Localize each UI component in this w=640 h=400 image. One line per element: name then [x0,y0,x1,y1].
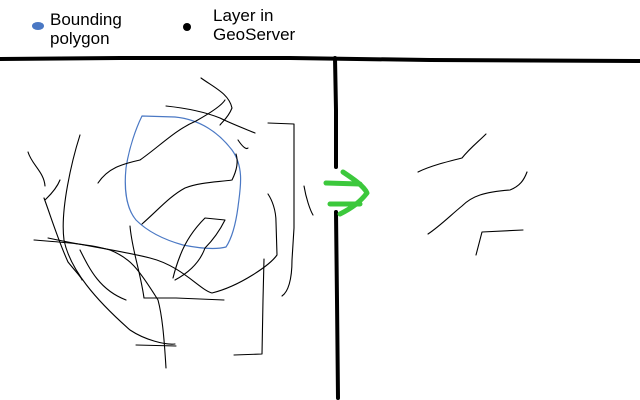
layer-line [427,171,528,235]
legend-bounding-polygon-label: Bounding polygon [50,10,122,48]
layer-line [62,134,176,345]
layer-line [267,122,295,297]
layer-line [27,151,46,187]
full-layer-lines [27,77,314,369]
layer-line [43,197,83,281]
layer-line [237,139,249,150]
layer-line [200,77,233,126]
vertical-divider-upper [333,56,338,169]
bounding-polygon-outline [124,115,242,250]
layer-line [79,249,127,301]
layer-line [303,185,314,216]
horizontal-divider [0,56,640,63]
layer-line [141,153,238,225]
vertical-divider-lower [334,210,340,400]
layer-line [47,193,278,294]
layer-line [97,99,226,184]
layer-line [129,225,225,301]
layer-line [172,217,226,281]
legend-bounding-polygon-line1: Bounding [50,10,122,29]
layer-line [417,133,487,173]
legend-bounding-polygon-line2: polygon [50,29,110,48]
layer-line [135,344,177,347]
legend-layer-swatch [183,23,191,31]
layer-line [44,179,61,201]
layer-line [33,239,167,369]
legend-layer-label: Layer in GeoServer [213,6,295,44]
clipped-layer-lines [417,133,528,256]
layer-line [475,229,524,256]
legend-layer-line2: GeoServer [213,25,296,44]
transform-arrow-icon [323,169,370,217]
legend-bounding-polygon-swatch [32,22,44,30]
layer-line [233,258,265,356]
legend-layer-line1: Layer in [213,6,274,25]
layer-line [165,105,256,134]
